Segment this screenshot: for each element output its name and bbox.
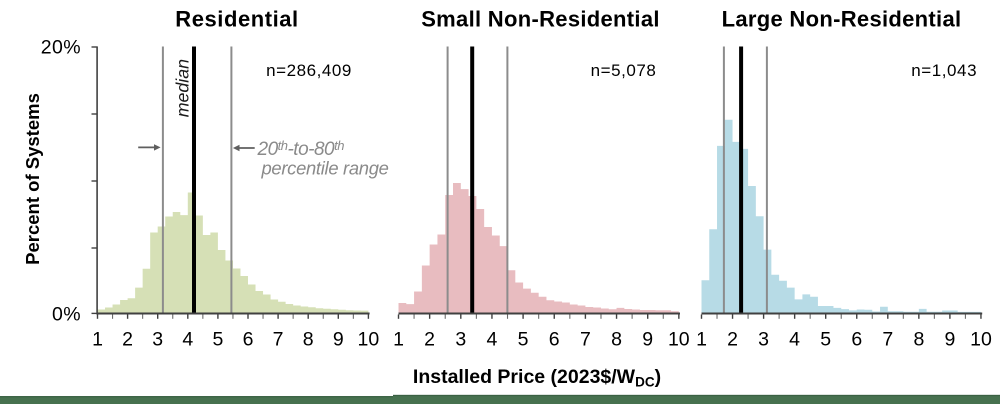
svg-text:20%: 20% [41,37,81,59]
svg-text:8: 8 [303,329,314,351]
svg-text:9: 9 [944,329,955,351]
svg-text:5: 5 [820,329,831,351]
svg-text:2: 2 [424,329,435,351]
svg-text:Residential: Residential [175,6,298,31]
svg-text:9: 9 [333,329,344,351]
svg-text:3: 3 [152,329,163,351]
svg-text:4: 4 [789,329,800,351]
svg-text:7: 7 [273,329,284,351]
svg-text:median: median [173,59,193,117]
svg-text:1: 1 [393,329,404,351]
svg-text:2: 2 [122,329,133,351]
svg-text:7: 7 [580,329,591,351]
svg-text:n=1,043: n=1,043 [911,61,977,80]
svg-text:1: 1 [696,329,707,351]
svg-text:3: 3 [758,329,769,351]
svg-text:percentile range: percentile range [261,158,389,179]
svg-text:7: 7 [882,329,893,351]
svg-text:n=5,078: n=5,078 [591,61,657,80]
svg-text:6: 6 [243,329,254,351]
svg-text:n=286,409: n=286,409 [266,61,352,80]
svg-text:10: 10 [358,329,380,351]
svg-text:6: 6 [851,329,862,351]
svg-text:Small Non-Residential: Small Non-Residential [421,6,660,31]
svg-text:10: 10 [970,329,992,351]
svg-text:5: 5 [212,329,223,351]
svg-text:10: 10 [668,329,690,351]
svg-text:1: 1 [92,329,103,351]
svg-text:5: 5 [518,329,529,351]
svg-text:2: 2 [727,329,738,351]
svg-text:8: 8 [913,329,924,351]
svg-text:20th-to-80th: 20th-to-80th [257,138,345,160]
svg-text:Installed Price (2023$/WDC): Installed Price (2023$/WDC) [413,366,661,389]
svg-text:9: 9 [642,329,653,351]
svg-text:8: 8 [611,329,622,351]
svg-text:4: 4 [486,329,497,351]
svg-text:4: 4 [182,329,193,351]
svg-text:Percent of Systems: Percent of Systems [22,93,43,265]
svg-text:6: 6 [549,329,560,351]
svg-text:3: 3 [455,329,466,351]
svg-text:0%: 0% [52,304,81,326]
svg-text:Large Non-Residential: Large Non-Residential [722,6,962,31]
